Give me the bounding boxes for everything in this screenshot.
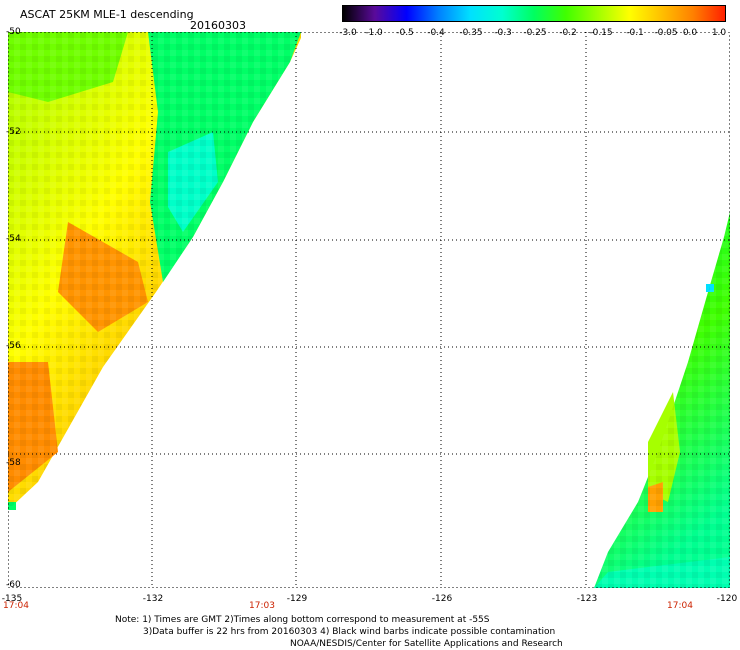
lon-label: -135 xyxy=(1,594,23,604)
colorbar-label: -0.2 xyxy=(559,28,577,38)
colorbar-label: 0.0 xyxy=(682,28,698,38)
time-label: 17:04 xyxy=(3,601,29,611)
colorbar-label: -0.05 xyxy=(654,28,678,38)
lat-label: -58 xyxy=(6,458,21,468)
map-plot-area xyxy=(8,32,730,588)
colorbar xyxy=(342,5,726,22)
colorbar-label: -0.4 xyxy=(427,28,445,38)
colorbar-label: 1.0 xyxy=(711,28,727,38)
grid-lines xyxy=(8,32,730,588)
colorbar-label: -0.1 xyxy=(626,28,644,38)
time-label: 17:04 xyxy=(667,601,693,611)
map-date: 20160303 xyxy=(190,19,246,32)
swath-right xyxy=(594,212,730,588)
lat-label: -52 xyxy=(6,127,21,137)
lat-label: -56 xyxy=(6,341,21,351)
swath-left xyxy=(8,32,301,510)
lon-label: -126 xyxy=(431,594,453,604)
lat-label: -60 xyxy=(6,580,21,590)
colorbar-label: -1.0 xyxy=(365,28,383,38)
note-line-3: NOAA/NESDIS/Center for Satellite Applica… xyxy=(290,639,563,649)
colorbar-label: -0.3 xyxy=(494,28,512,38)
colorbar-label: -0.35 xyxy=(459,28,483,38)
map-title: ASCAT 25KM MLE-1 descending xyxy=(20,8,194,21)
lon-label: -129 xyxy=(286,594,308,604)
lat-label: -54 xyxy=(6,234,21,244)
note-line-1: Note: 1) Times are GMT 2)Times along bot… xyxy=(115,615,490,625)
time-label: 17:03 xyxy=(249,601,275,611)
lat-label: -50 xyxy=(6,27,21,37)
colorbar-label: -3.0 xyxy=(339,28,357,38)
lon-label: -132 xyxy=(142,594,164,604)
lon-label: -120 xyxy=(716,594,738,604)
colorbar-label: -0.25 xyxy=(523,28,547,38)
note-line-2: 3)Data buffer is 22 hrs from 20160303 4)… xyxy=(143,627,556,637)
lon-label: -123 xyxy=(576,594,598,604)
